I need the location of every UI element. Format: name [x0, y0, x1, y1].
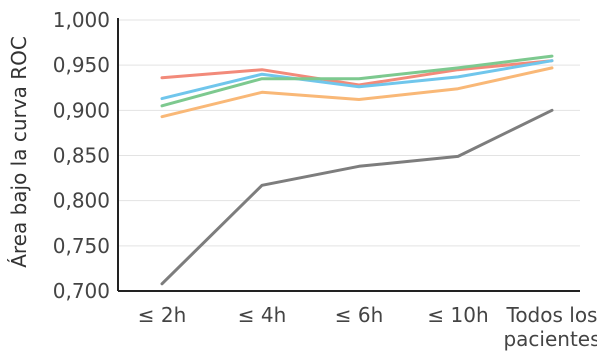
series-line-3 — [160, 54, 554, 108]
y-tick-label: 0,850 — [53, 144, 110, 168]
x-axis-ticks: ≤ 2h ≤ 4h ≤ 6h ≤ 10h Todos los pacientes — [138, 303, 597, 351]
x-tick-label: ≤ 2h — [138, 303, 187, 327]
y-tick-label: 1,000 — [53, 8, 110, 32]
grid-lines — [118, 19, 580, 247]
y-tick-label: 0,700 — [53, 279, 110, 303]
series-line-4 — [160, 66, 554, 119]
x-tick-label: ≤ 4h — [238, 303, 287, 327]
y-axis-ticks: 0,700 0,750 0,800 0,850 0,900 0,950 1,000 — [53, 8, 110, 303]
y-tick-label: 0,950 — [53, 53, 110, 77]
series-line-5 — [160, 108, 554, 286]
series-lines — [160, 54, 554, 286]
x-tick-label: Todos los pacientes — [503, 303, 597, 351]
x-tick-label: ≤ 10h — [427, 303, 488, 327]
x-tick-label: ≤ 6h — [335, 303, 384, 327]
series-line-2 — [160, 59, 554, 101]
series-line-1 — [160, 59, 554, 87]
y-tick-label: 0,750 — [53, 234, 110, 258]
y-tick-label: 0,900 — [53, 98, 110, 122]
y-tick-label: 0,800 — [53, 189, 110, 213]
y-axis-title: Área bajo la curva ROC — [7, 36, 31, 268]
